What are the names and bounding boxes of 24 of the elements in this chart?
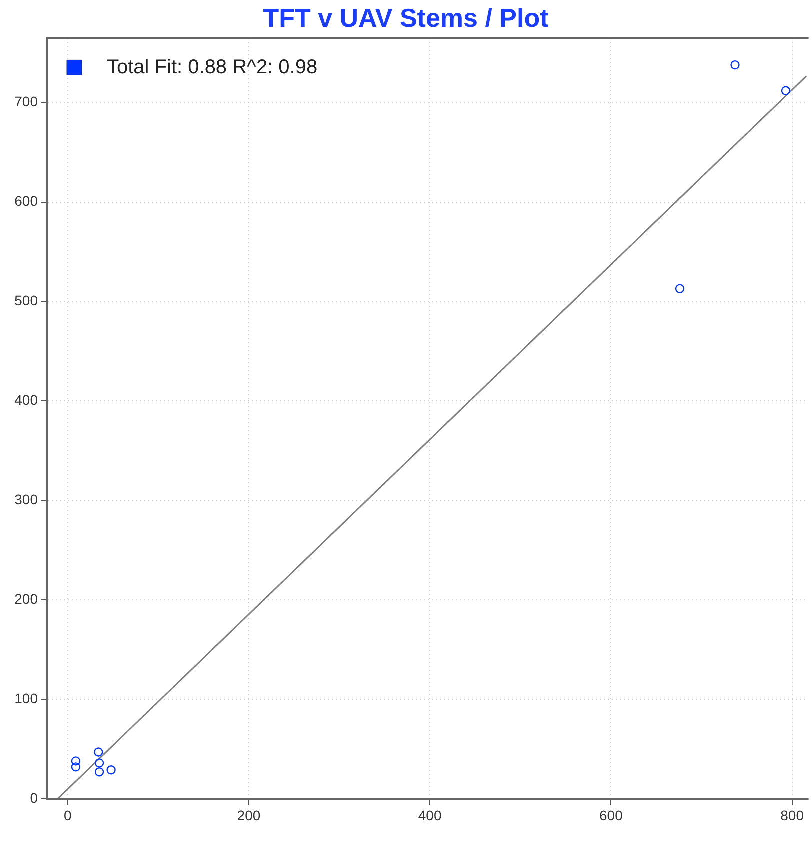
x-tick-label: 200 bbox=[237, 807, 261, 824]
x-tick-label: 0 bbox=[64, 807, 72, 824]
x-tick-label: 400 bbox=[418, 807, 442, 824]
y-tick-label: 400 bbox=[14, 392, 38, 408]
y-tick-label: 300 bbox=[14, 492, 38, 508]
point bbox=[94, 748, 104, 757]
y-tick-label: 600 bbox=[14, 193, 38, 210]
point bbox=[71, 756, 81, 766]
y-tick-label: 500 bbox=[14, 292, 38, 309]
legend-label: Total Fit: 0.88 R^2: 0.98 bbox=[107, 56, 318, 79]
y-tick-label: 100 bbox=[14, 690, 38, 706]
x-tick-label: 600 bbox=[600, 807, 624, 824]
point bbox=[71, 762, 81, 772]
point bbox=[675, 284, 685, 294]
point bbox=[730, 60, 740, 70]
point bbox=[94, 758, 104, 768]
y-tick-label: 0 bbox=[30, 790, 38, 806]
chart-title: TFT v UAV Stems / Plot bbox=[263, 2, 550, 33]
point bbox=[781, 86, 791, 96]
x-tick-label: 800 bbox=[780, 807, 804, 824]
y-tick-label: 700 bbox=[14, 94, 38, 110]
point bbox=[106, 766, 116, 775]
y-tick-label: 200 bbox=[14, 590, 38, 607]
point bbox=[94, 768, 104, 777]
